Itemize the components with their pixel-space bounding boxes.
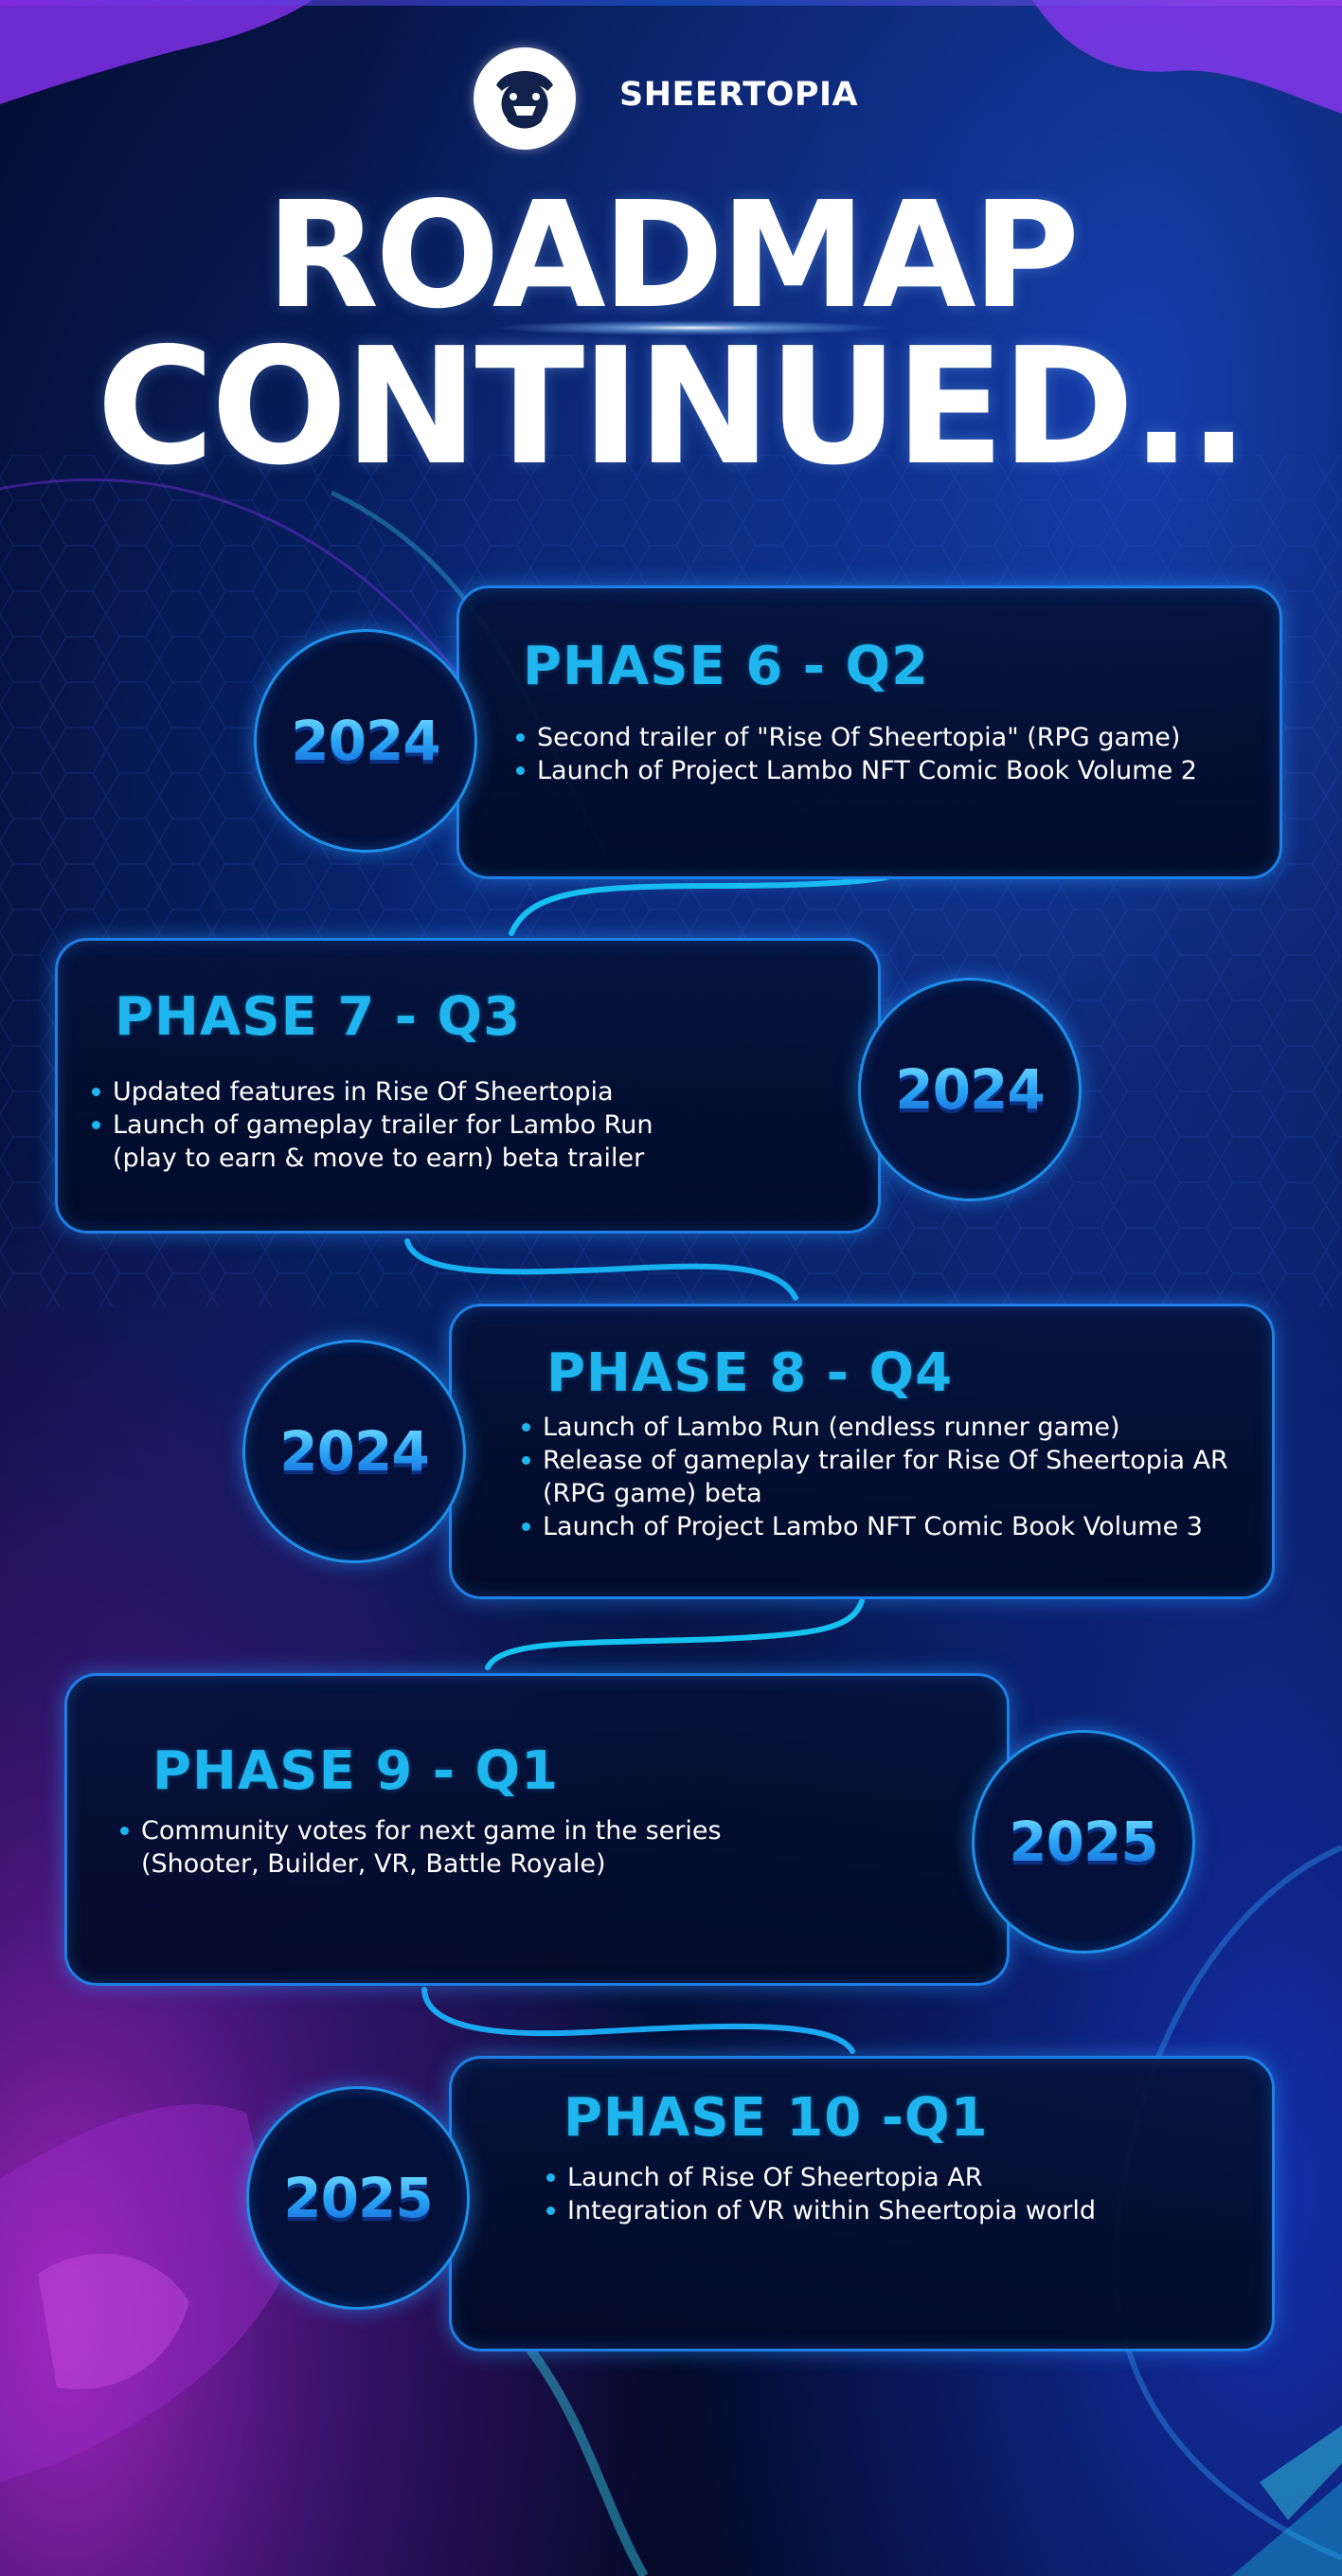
list-item: Launch of Rise Of Sheertopia AR xyxy=(546,2161,1247,2194)
phase-title: PHASE 8 - Q4 xyxy=(546,1342,954,1404)
phase-items: Updated features in Rise Of Sheertopia L… xyxy=(92,1075,698,1175)
year-label: 2025 xyxy=(1009,1810,1158,1874)
title-line-1: ROADMAP xyxy=(265,170,1080,341)
list-item: Release of gameplay trailer for Rise Of … xyxy=(522,1444,1270,1510)
list-item: Second trailer of "Rise Of Sheertopia" (… xyxy=(516,721,1264,754)
list-item: Updated features in Rise Of Sheertopia xyxy=(92,1075,698,1108)
phase-card-7: PHASE 7 - Q3 Updated features in Rise Of… xyxy=(55,938,881,1234)
list-item: Launch of gameplay trailer for Lambo Run… xyxy=(92,1108,698,1175)
year-label: 2025 xyxy=(283,2166,433,2230)
list-item: Launch of Project Lambo NFT Comic Book V… xyxy=(522,1510,1270,1543)
year-label: 2024 xyxy=(291,709,440,773)
phase-items: Launch of Lambo Run (endless runner game… xyxy=(522,1411,1270,1543)
phase-title: PHASE 6 - Q2 xyxy=(523,636,930,697)
phase-title: PHASE 10 -Q1 xyxy=(564,2087,989,2149)
list-item: Launch of Project Lambo NFT Comic Book V… xyxy=(516,754,1264,787)
year-badge-9: 2025 xyxy=(972,1730,1195,1954)
phase-items: Launch of Rise Of Sheertopia AR Integrat… xyxy=(546,2161,1247,2227)
title-line-2: CONTINUED.. xyxy=(96,314,1250,501)
year-label: 2024 xyxy=(279,1419,429,1484)
list-item: Launch of Lambo Run (endless runner game… xyxy=(522,1411,1270,1444)
phase-card-10: PHASE 10 -Q1 Launch of Rise Of Sheertopi… xyxy=(449,2056,1275,2351)
phase-card-6: PHASE 6 - Q2 Second trailer of "Rise Of … xyxy=(456,585,1282,879)
year-badge-7: 2024 xyxy=(858,978,1082,1201)
phase-title: PHASE 7 - Q3 xyxy=(115,986,522,1048)
sheertopia-mascot-icon xyxy=(474,47,576,150)
brand-name: SHEERTOPIA xyxy=(619,76,859,114)
phase-card-9: PHASE 9 - Q1 Community votes for next ga… xyxy=(64,1673,1010,1986)
year-badge-10: 2025 xyxy=(246,2086,470,2310)
title-glow-divider xyxy=(492,320,890,335)
list-item: Community votes for next game in the ser… xyxy=(120,1814,802,1881)
phase-items: Second trailer of "Rise Of Sheertopia" (… xyxy=(516,721,1264,787)
year-label: 2024 xyxy=(895,1057,1045,1122)
phase-items: Community votes for next game in the ser… xyxy=(120,1814,802,1881)
year-badge-8: 2024 xyxy=(242,1340,466,1563)
year-badge-6: 2024 xyxy=(254,629,477,853)
phase-card-8: PHASE 8 - Q4 Launch of Lambo Run (endles… xyxy=(449,1304,1275,1599)
phase-title: PHASE 9 - Q1 xyxy=(152,1740,560,1802)
list-item: Integration of VR within Sheertopia worl… xyxy=(546,2194,1247,2227)
